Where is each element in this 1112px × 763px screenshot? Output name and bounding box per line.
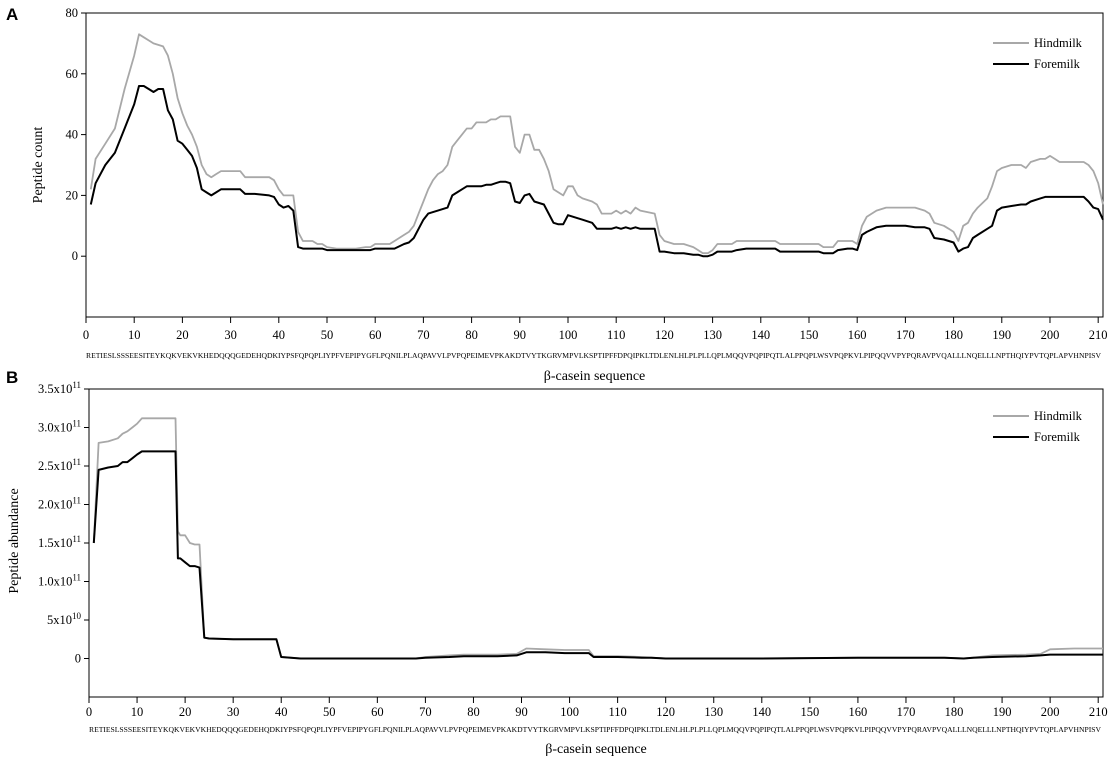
y-tick-label-a: 80	[66, 6, 79, 20]
x-tick-label-b: 0	[86, 705, 92, 719]
x-tick-label-a: 100	[559, 328, 578, 342]
x-tick-label-a: 140	[751, 328, 770, 342]
x-tick-label-a: 70	[417, 328, 430, 342]
x-tick-label-b: 120	[656, 705, 675, 719]
y-tick-label-b: 5x1010	[47, 611, 82, 627]
y-axis-label-a: Peptide count	[31, 127, 46, 204]
x-axis-label-a: β-casein sequence	[544, 369, 646, 384]
y-axis-label-b: Peptide abundance	[7, 488, 22, 593]
legend-label-hindmilk: Hindmilk	[1034, 36, 1083, 50]
x-tick-label-b: 40	[275, 705, 288, 719]
sequence-label-b: RETIESLSSSEESITEYKQKVEKVKHEDQQQGEDEHQDKI…	[89, 726, 1101, 734]
legend-label-foremilk: Foremilk	[1034, 430, 1081, 444]
y-tick-label-a: 40	[66, 128, 79, 142]
legend-label-hindmilk: Hindmilk	[1034, 409, 1083, 423]
y-tick-label-a: 0	[72, 249, 78, 263]
y-tick-label-a: 60	[66, 67, 79, 81]
sequence-label-a: RETIESLSSSEESITEYKQKVEKVKHEDQQQGEDEHQDKI…	[86, 352, 1101, 360]
x-tick-label-a: 180	[944, 328, 963, 342]
x-tick-label-b: 180	[945, 705, 964, 719]
panel-b-letter: B	[6, 368, 18, 387]
chart-b: 0 5x1010 1.0x1011 1.5x1011 2.0x1011 2.5x1011 3…	[7, 380, 1108, 757]
x-tick-label-b: 130	[704, 705, 723, 719]
plot-frame-b	[88, 388, 1104, 698]
x-tick-label-b: 50	[323, 705, 336, 719]
x-tick-label-a: 150	[800, 328, 819, 342]
x-tick-label-b: 80	[467, 705, 480, 719]
x-tick-label-b: 200	[1041, 705, 1060, 719]
series-line-hindmilk	[89, 33, 1104, 255]
chart-a: 0 20 40 60 80 0 10 20 30 40 50 60 70 80 90 100 110 120 130…	[31, 6, 1108, 384]
x-tick-label-b: 210	[1089, 705, 1108, 719]
x-tick-label-b: 160	[849, 705, 868, 719]
x-tick-label-a: 0	[83, 328, 89, 342]
x-tick-label-a: 90	[514, 328, 527, 342]
series-line-foremilk	[89, 85, 1104, 258]
x-tick-label-a: 10	[128, 328, 141, 342]
y-tick-label-b: 3.5x1011	[38, 380, 81, 396]
x-tick-label-a: 160	[848, 328, 867, 342]
x-tick-label-a: 130	[703, 328, 722, 342]
x-axis-label-b: β-casein sequence	[545, 742, 647, 757]
x-tick-label-a: 20	[176, 328, 189, 342]
y-tick-label-b: 2.0x1011	[38, 496, 81, 512]
y-tick-label-b: 1.5x1011	[38, 534, 81, 550]
x-tick-label-a: 50	[321, 328, 334, 342]
x-tick-label-b: 30	[227, 705, 240, 719]
x-tick-label-a: 210	[1089, 328, 1108, 342]
x-tick-label-a: 190	[992, 328, 1011, 342]
y-tick-label-b: 1.0x1011	[38, 573, 81, 589]
y-tick-label-b: 0	[75, 652, 81, 666]
x-tick-label-a: 110	[607, 328, 625, 342]
x-tick-label-a: 80	[465, 328, 478, 342]
x-tick-label-b: 20	[179, 705, 192, 719]
x-tick-label-b: 70	[419, 705, 432, 719]
x-tick-label-b: 150	[800, 705, 819, 719]
x-tick-label-a: 120	[655, 328, 674, 342]
x-tick-label-b: 110	[608, 705, 626, 719]
x-tick-label-a: 170	[896, 328, 915, 342]
series-line-foremilk	[92, 450, 1103, 660]
x-tick-label-b: 100	[560, 705, 579, 719]
x-tick-label-b: 170	[897, 705, 916, 719]
x-tick-label-b: 10	[131, 705, 144, 719]
x-tick-label-b: 90	[515, 705, 528, 719]
x-tick-label-a: 40	[273, 328, 286, 342]
x-tick-label-b: 190	[993, 705, 1012, 719]
y-tick-label-b: 2.5x1011	[38, 457, 81, 473]
x-tick-label-a: 30	[224, 328, 237, 342]
plot-frame-a	[85, 12, 1104, 318]
series-line-hindmilk	[92, 417, 1103, 660]
x-tick-label-a: 60	[369, 328, 382, 342]
x-tick-label-b: 60	[371, 705, 384, 719]
x-tick-label-b: 140	[752, 705, 771, 719]
x-tick-label-a: 200	[1041, 328, 1060, 342]
panel-a-letter: A	[6, 5, 18, 24]
legend-label-foremilk: Foremilk	[1034, 57, 1081, 71]
y-tick-label-b: 3.0x1011	[38, 419, 81, 435]
y-tick-label-a: 20	[66, 188, 79, 202]
